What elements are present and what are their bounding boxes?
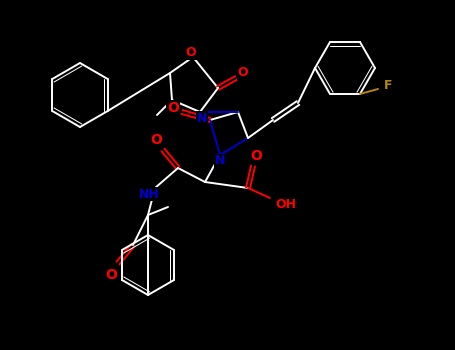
Text: O: O	[167, 101, 179, 115]
Text: O: O	[105, 268, 117, 282]
Text: O: O	[150, 133, 162, 147]
Text: OH: OH	[275, 197, 297, 210]
Text: O: O	[238, 66, 248, 79]
Text: NH: NH	[139, 188, 159, 201]
Text: N: N	[197, 112, 207, 125]
Text: O: O	[186, 47, 196, 60]
Text: F: F	[384, 79, 392, 92]
Text: N: N	[215, 154, 225, 168]
Text: O: O	[250, 149, 262, 163]
